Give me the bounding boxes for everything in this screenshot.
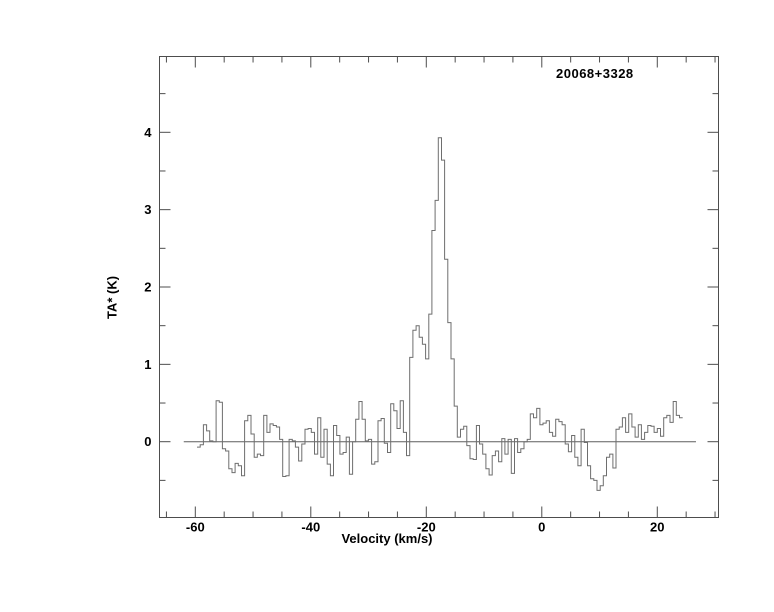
- y-tick-label: 3: [144, 202, 151, 217]
- x-tick-label: 20: [650, 520, 664, 535]
- y-tick-label: 2: [144, 280, 151, 295]
- y-axis-ticks: [159, 93, 719, 481]
- y-tick-label: 1: [144, 357, 151, 372]
- source-title: 20068+3328: [556, 66, 634, 81]
- y-tick-label: 0: [144, 434, 151, 449]
- y-tick-labels: 0 1 2 3 4: [144, 125, 152, 449]
- spectrum-trace: [197, 137, 683, 491]
- x-tick-label: 0: [538, 520, 545, 535]
- x-axis-ticks: [165, 56, 716, 518]
- x-tick-label: -40: [301, 520, 320, 535]
- y-axis-label: TA* (K): [104, 275, 120, 320]
- x-tick-labels: -60 -40 -20 0 20: [186, 520, 665, 535]
- x-axis-label: Velocity (km/s): [341, 531, 433, 546]
- y-tick-label: 4: [144, 125, 152, 140]
- plot-frame: [159, 56, 719, 518]
- spectrum-step-line: [197, 137, 683, 491]
- x-tick-label: -60: [186, 520, 205, 535]
- x-tick-label: -20: [417, 520, 436, 535]
